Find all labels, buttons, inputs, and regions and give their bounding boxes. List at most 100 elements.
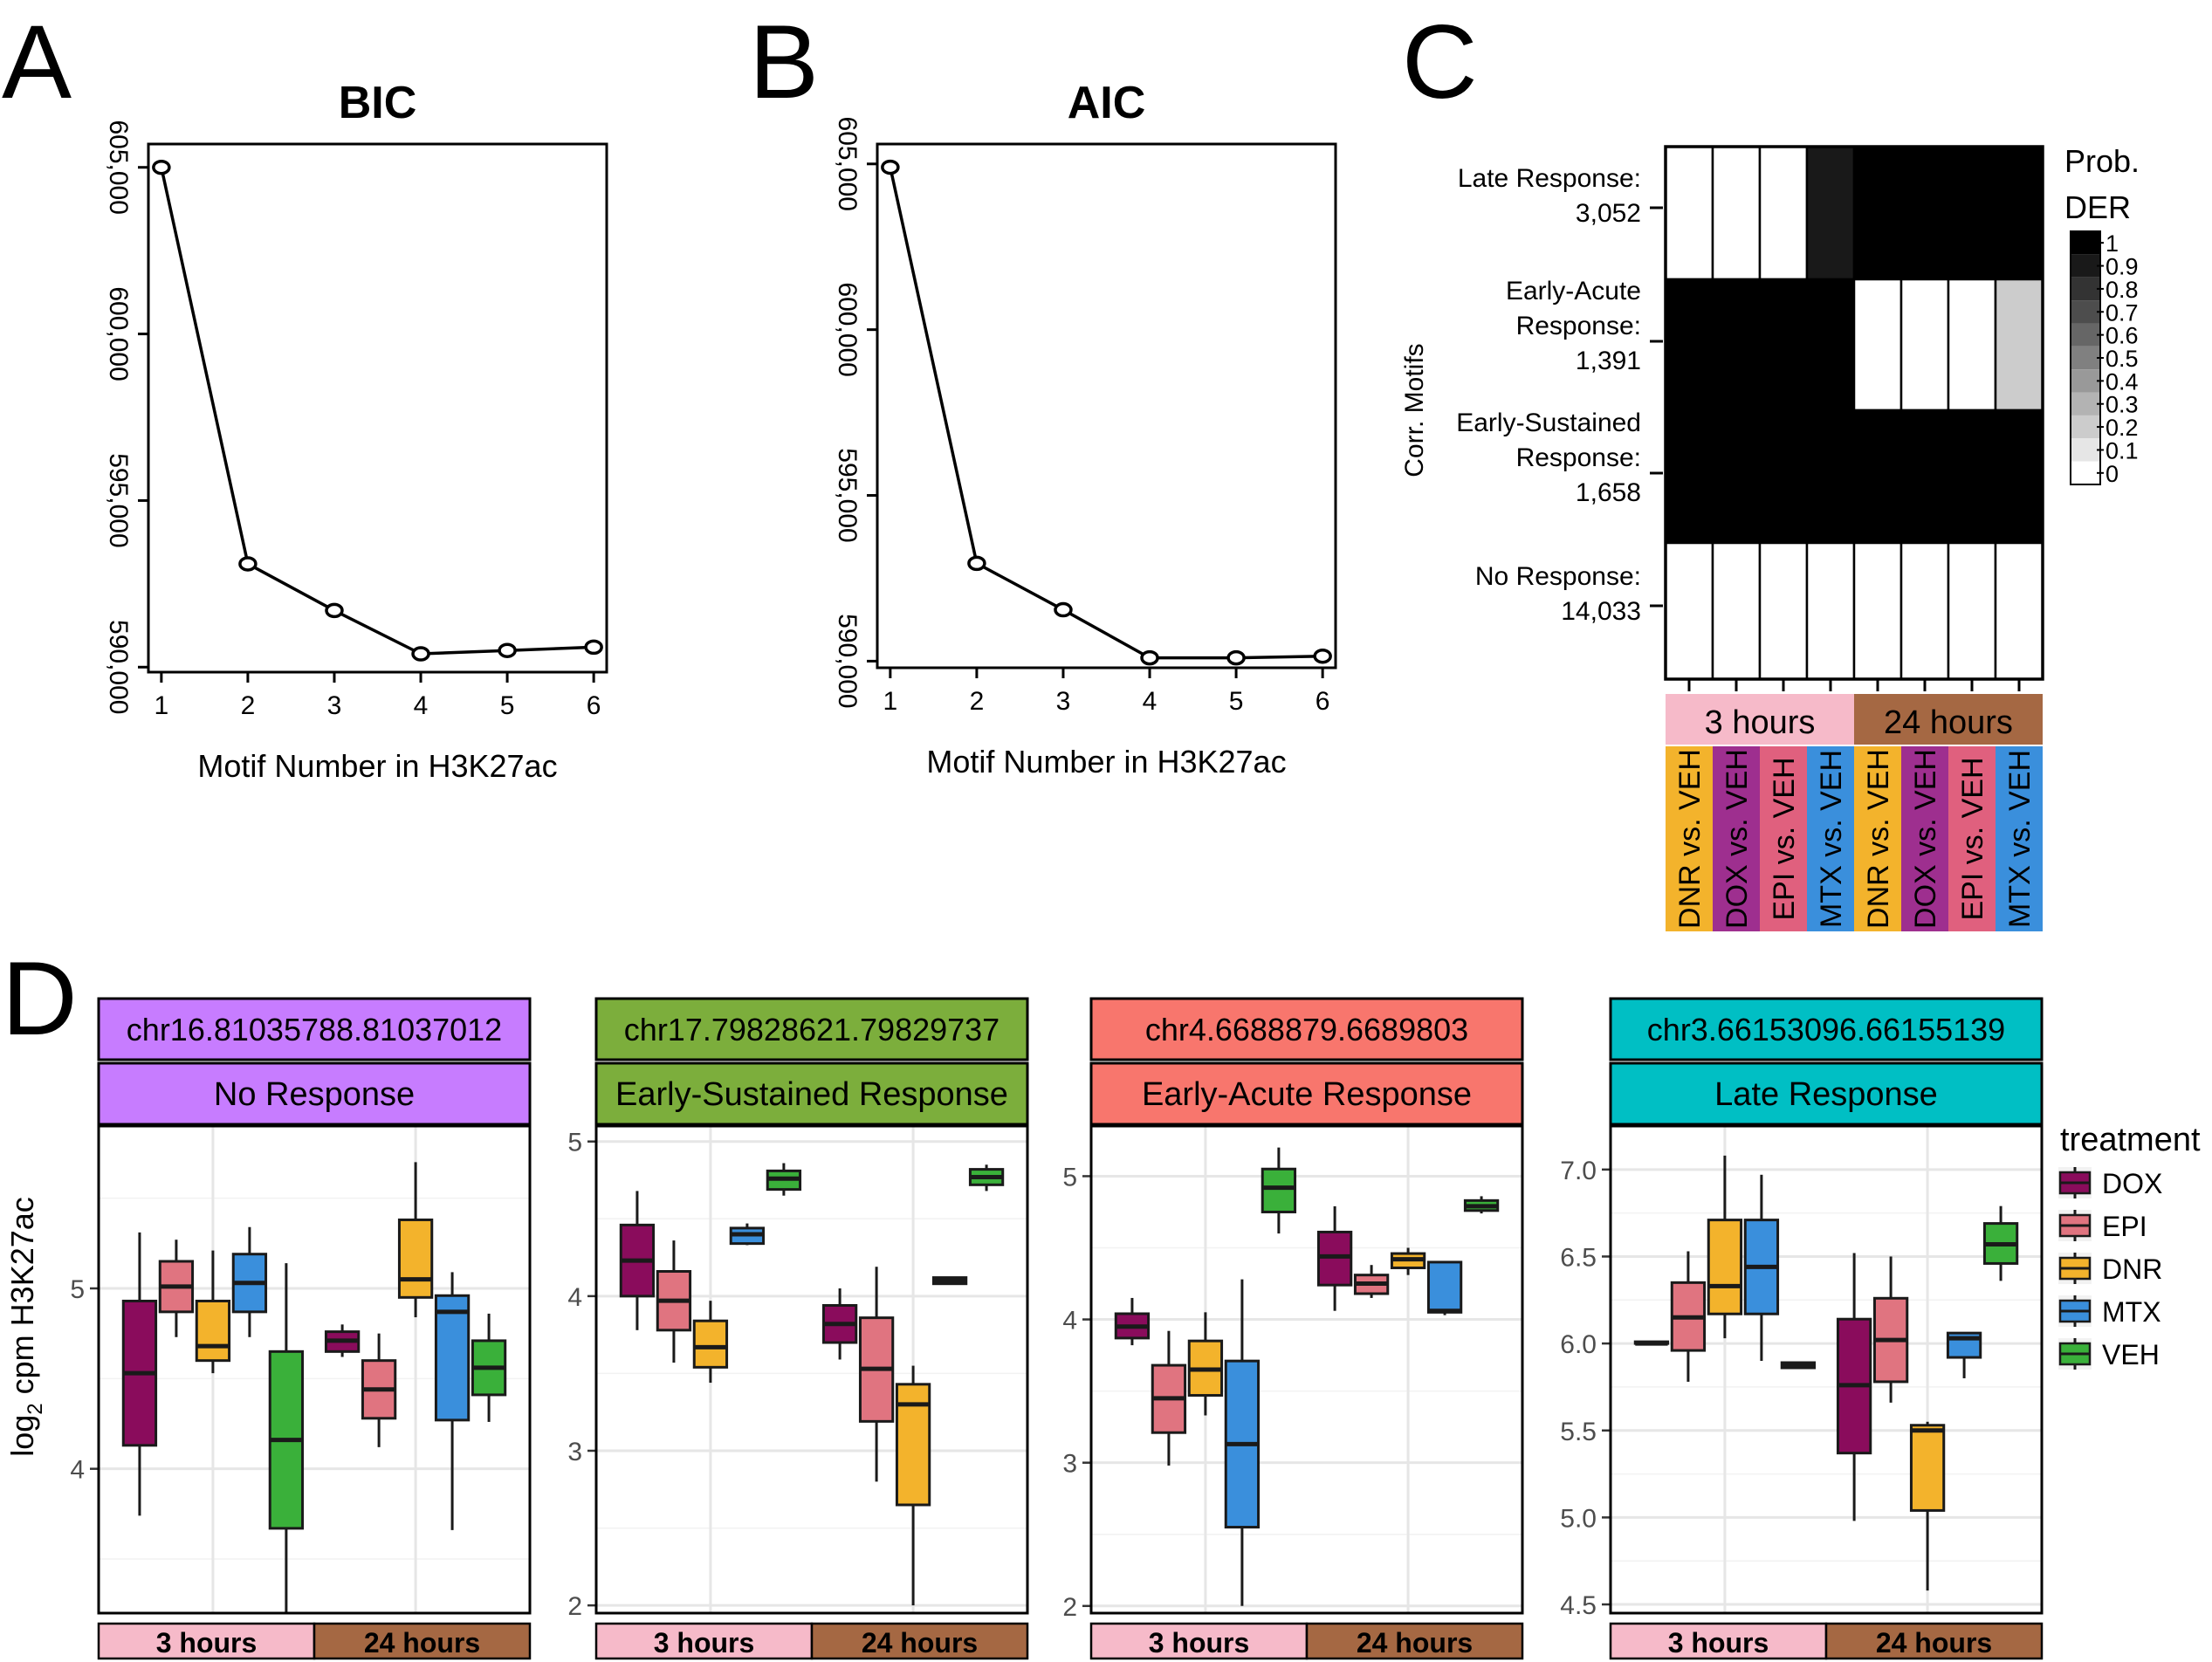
y-tick-label: 4 [1062,1307,1077,1336]
legend-tick-label: 0.4 [2106,368,2139,395]
heatmap-cell [1994,145,2044,281]
x-tick-label: 3 [327,691,342,720]
time-group-bar [1824,1622,2044,1660]
legend-swatch [2071,300,2100,324]
y-tick-label: 590,000 [104,620,133,714]
heatmap-cell [1899,145,1950,281]
heatmap-cell [1852,278,1903,412]
heatmap-cell [1711,409,1762,545]
heatmap-cell [1758,409,1809,545]
x-tick-label: 1 [883,687,898,716]
time-group-bar [313,1622,532,1660]
y-tick-label: 6.5 [1560,1243,1597,1272]
heatmap-cell [1899,541,1950,681]
heatmap-cell [1664,145,1714,281]
heatmap-cell [1758,541,1809,681]
panel-letter-a: A [2,3,72,120]
region-label: chr16.81035788.81037012 [127,1012,502,1047]
y-axis-label: Corr. Motifs [1400,343,1429,477]
heatmap-cell [1899,278,1950,412]
series-line [160,167,594,656]
heatmap-cell [1758,278,1809,412]
x-tick-label: 5 [500,691,515,720]
legend-title: treatment [2060,1122,2201,1158]
box-body [397,1218,434,1299]
heatmap-cell [1852,541,1903,681]
panel-d-boxplots: chr16.81035788.81037012 No Response 4 5 3 ho… [4,997,2201,1660]
data-point [498,642,517,658]
time-group-label: 24 hours [1884,704,2013,741]
plot-frame [876,142,1337,670]
y-tick-label: 605,000 [833,117,862,211]
time-group-label: 3 hours [156,1627,258,1659]
legend-label: DNR [2102,1253,2162,1285]
time-group-bar [810,1622,1029,1660]
row-label: Early-Acute [1506,277,1641,306]
time-group-bar [1305,1622,1524,1660]
region-label: chr3.66153096.66155139 [1647,1012,2005,1047]
region-header [97,997,532,1061]
legend-swatch [2071,254,2100,278]
legend-swatch [2071,346,2100,370]
panel-letter-b: B [749,3,819,120]
heatmap-cell [1852,145,1903,281]
comparison-label: DOX vs. VEH [1909,749,1942,929]
data-point [584,639,603,656]
legend-tick-label: 0.2 [2106,415,2139,441]
legend-swatch [2071,461,2100,484]
comparison-column [1666,746,1713,931]
row-label: Response: [1516,312,1641,340]
data-point [152,159,171,175]
y-axis-label-subscript: 2 [24,1403,47,1414]
heatmap-cell [1947,541,1997,681]
y-axis-label: log2 cpm H3K27ac [4,1197,47,1457]
legend-tick-label: 0.6 [2106,323,2139,349]
comparison-column [1996,746,2043,931]
legend-tick-label: 0.8 [2106,277,2139,303]
y-tick-label: 5.0 [1560,1504,1597,1533]
response-label: Late Response [1714,1076,1938,1113]
row-label: No Response: [1475,562,1641,591]
heatmap-cell [1711,145,1762,281]
heatmap-cell [1994,409,2044,545]
data-point [325,602,344,619]
comparison-label: MTX vs. VEH [2003,750,2037,928]
heatmap-cell [1711,541,1762,681]
y-tick-label: 2 [1062,1593,1077,1622]
time-group-label: 3 hours [654,1627,755,1659]
y-tick-label: 595,000 [833,448,862,542]
x-tick-label: 1 [155,691,169,720]
legend-swatch [2071,323,2100,347]
box-body [1261,1167,1297,1213]
x-tick-label: 2 [241,691,256,720]
y-tick-label: 5 [1062,1163,1077,1192]
data-point [238,556,258,572]
y-tick-label: 7.0 [1560,1157,1597,1185]
comparison-label: EPI vs. VEH [1956,757,1989,920]
legend-label: VEH [2102,1339,2160,1370]
plot-frame [594,1124,1029,1615]
comparison-column [1854,746,1901,931]
plot-frame [97,1124,532,1615]
heatmap-frame [1664,145,2044,681]
time-group-bar [97,1622,316,1660]
panel-letter-c: C [1402,3,1478,120]
y-tick-label: 4 [567,1283,582,1312]
row-label: 14,033 [1561,597,1641,626]
legend-tick-label: 1 [2106,230,2119,257]
row-label: Late Response: [1458,164,1641,193]
y-tick-label: 5.5 [1560,1418,1597,1446]
heatmap-cell [1711,278,1762,412]
response-header [97,1061,532,1126]
data-point [881,159,900,175]
time-group-label: 24 hours [1876,1627,1992,1659]
y-tick-label: 4.5 [1560,1591,1597,1620]
legend-title: DER [2064,189,2131,225]
y-tick-label: 600,000 [104,286,133,381]
heatmap-cell [1664,541,1714,681]
data-point [1313,648,1332,664]
y-tick-label: 595,000 [104,453,133,547]
chart-title: BIC [339,78,417,128]
panel-a-bic-chart: BIC 1 2 3 4 5 6 590,000 595,000 600,000 605,000 Mot… [104,78,608,784]
comparison-column [1807,746,1854,931]
